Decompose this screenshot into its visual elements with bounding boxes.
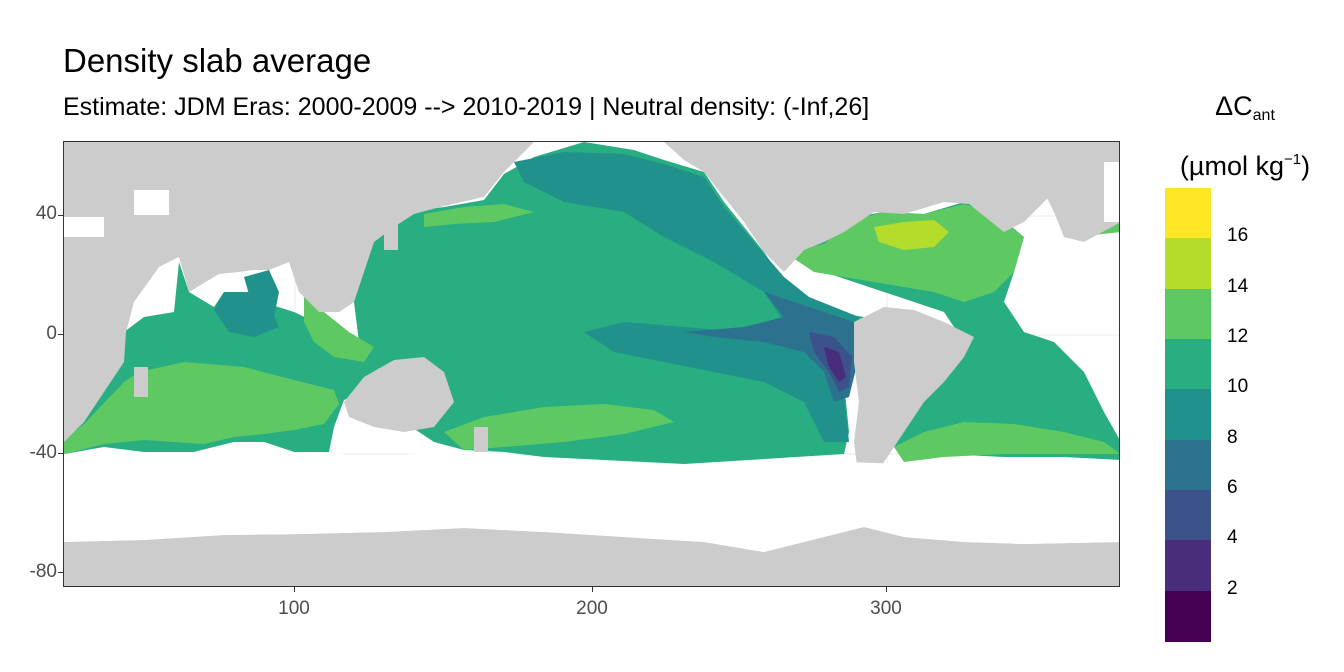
legend-label: 8 <box>1227 426 1238 448</box>
no-data-patch-3 <box>1104 162 1119 222</box>
legend-title: ΔCant (µmol kg−1) <box>1160 84 1330 188</box>
color-legend <box>1165 188 1211 642</box>
north-pacific-band <box>424 204 534 227</box>
x-tick-mark <box>592 587 593 592</box>
x-tick-mark <box>294 587 295 592</box>
legend-unit-exponent: −1 <box>1283 151 1302 168</box>
no-data-region <box>64 162 1119 552</box>
legend-title-subscript: ant <box>1252 107 1275 124</box>
eurasia-africa-land <box>64 142 534 442</box>
legend-swatch <box>1165 288 1211 340</box>
south-america-land <box>854 307 974 497</box>
legend-swatch <box>1165 339 1211 390</box>
no-data-patch-1 <box>64 217 104 237</box>
ocean-map <box>64 142 1119 586</box>
new-zealand-land <box>474 427 488 452</box>
japan-land <box>384 222 398 250</box>
y-tick-mark <box>58 453 63 454</box>
south-atlantic-band <box>894 422 1119 462</box>
y-tick-label: 40 <box>35 203 57 224</box>
southern-ocean-no-data <box>64 442 1119 552</box>
legend-unit-close: ) <box>1301 151 1311 181</box>
east-pacific-8-zone <box>514 152 859 442</box>
legend-unit: (µmol kg <box>1179 151 1284 181</box>
y-tick-mark <box>58 334 63 335</box>
legend-swatch <box>1165 238 1211 290</box>
x-tick-label: 300 <box>870 598 902 619</box>
peru-2-zone <box>824 347 846 382</box>
legend-swatch <box>1165 590 1211 642</box>
sargasso-peak-zone <box>874 220 949 250</box>
x-tick-mark <box>886 587 887 592</box>
antarctica-land <box>64 527 1119 586</box>
y-tick-label: -40 <box>29 442 57 463</box>
legend-label: 14 <box>1227 275 1249 297</box>
legend-label: 10 <box>1227 376 1249 398</box>
south-china-sea-8-zone <box>244 270 279 317</box>
y-tick-label: 0 <box>46 323 57 344</box>
legend-title-main: ΔC <box>1215 91 1253 121</box>
legend-label: 6 <box>1227 477 1238 498</box>
y-tick-label: -80 <box>29 561 57 582</box>
legend-label: 2 <box>1227 577 1238 599</box>
legend-swatch <box>1165 188 1211 239</box>
x-tick-label: 100 <box>278 598 310 619</box>
madagascar-land <box>134 367 148 397</box>
legend-label: 4 <box>1227 527 1238 549</box>
y-tick-mark <box>58 215 63 216</box>
australia-land <box>344 357 454 432</box>
higher-anomaly-zones <box>64 204 1119 462</box>
no-data-patch-2 <box>134 190 169 215</box>
europe-land <box>1039 142 1119 242</box>
y-tick-mark <box>58 572 63 573</box>
legend-swatch <box>1165 389 1211 441</box>
legend-label: 12 <box>1227 326 1249 347</box>
lower-anomaly-zones <box>214 152 859 442</box>
east-pacific-6-zone <box>684 292 859 402</box>
map-panel <box>63 141 1120 587</box>
x-tick-label: 200 <box>576 598 608 619</box>
legend-label: 16 <box>1227 225 1249 247</box>
south-pacific-band <box>444 404 674 450</box>
land-masses <box>64 142 1119 586</box>
north-america-land <box>664 142 1119 272</box>
southern-indian-band <box>64 362 339 454</box>
map-subtitle: Estimate: JDM Eras: 2000-2009 --> 2010-2… <box>63 93 870 121</box>
legend-swatch <box>1165 439 1211 491</box>
legend-swatch <box>1165 540 1211 592</box>
legend-swatch <box>1165 490 1211 541</box>
map-title: Density slab average <box>63 42 372 79</box>
